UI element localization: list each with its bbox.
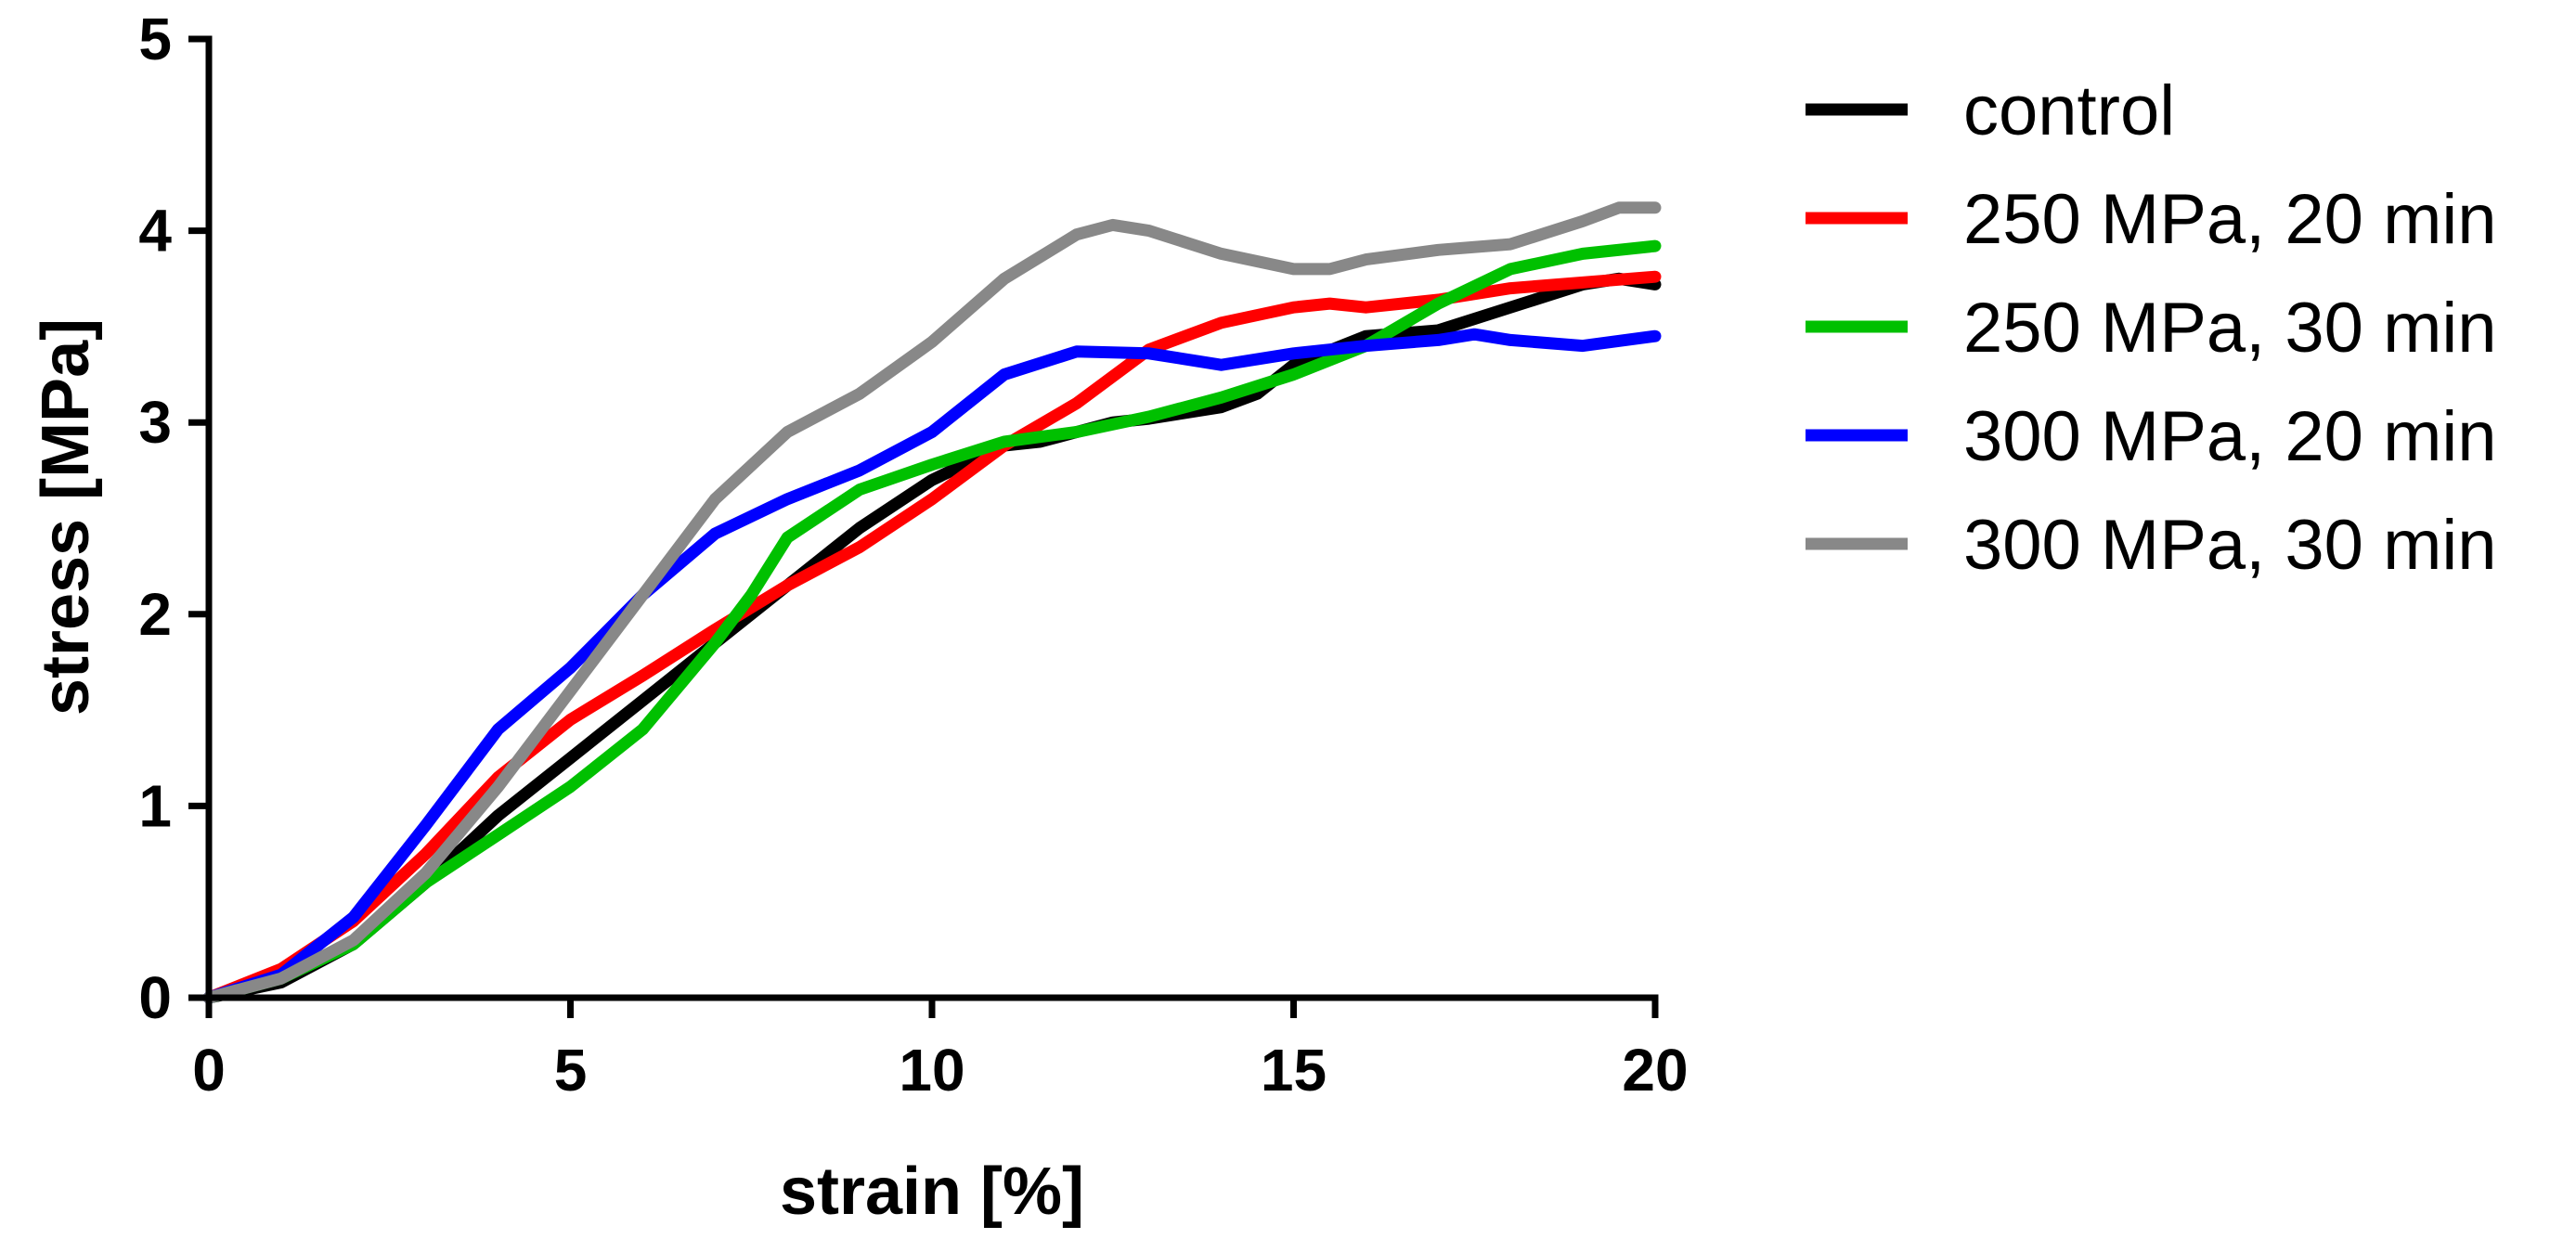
ticks: 0 5 10 15 20 0 1 2 3 4 5 xyxy=(138,6,1688,1103)
x-tick-label-2: 10 xyxy=(899,1037,964,1103)
y-tick-label-1: 1 xyxy=(138,772,172,839)
legend-label-1: 250 MPa, 20 min xyxy=(1963,180,2497,259)
series-layer xyxy=(202,201,1662,1004)
legend-label-0: control xyxy=(1963,71,2175,150)
series-line-3 xyxy=(202,328,1662,1004)
x-tick-label-4: 20 xyxy=(1622,1037,1688,1103)
y-tick-label-2: 2 xyxy=(138,581,172,648)
series-line-4 xyxy=(202,201,1662,1004)
series-line-1 xyxy=(202,270,1662,1004)
y-tick-label-0: 0 xyxy=(138,964,172,1031)
legend-label-3: 300 MPa, 20 min xyxy=(1963,397,2497,476)
y-axis-title: stress [MPa] xyxy=(29,318,103,716)
x-axis-title: strain [%] xyxy=(780,1155,1084,1229)
legend: control 250 MPa, 20 min 250 MPa, 30 min 300… xyxy=(1806,71,2497,585)
legend-label-2: 250 MPa, 30 min xyxy=(1963,289,2497,368)
y-tick-label-3: 3 xyxy=(138,389,172,456)
y-tick-label-5: 5 xyxy=(138,6,172,72)
x-tick-label-3: 15 xyxy=(1261,1037,1327,1103)
legend-label-4: 300 MPa, 30 min xyxy=(1963,506,2497,585)
y-tick-label-4: 4 xyxy=(138,198,172,265)
series-line-2 xyxy=(202,239,1662,1004)
x-tick-label-1: 5 xyxy=(554,1037,588,1103)
x-tick-label-0: 0 xyxy=(192,1037,226,1103)
